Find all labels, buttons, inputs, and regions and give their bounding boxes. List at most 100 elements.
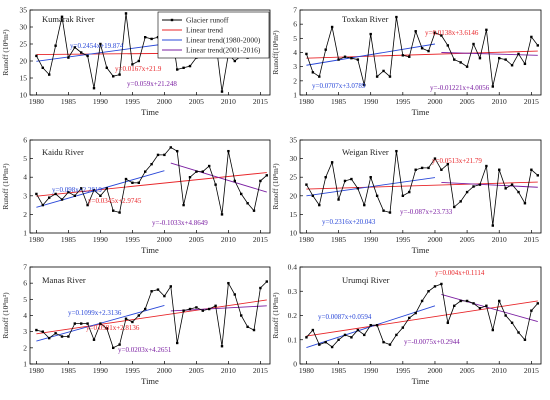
- data-point: [265, 280, 268, 283]
- data-point: [169, 285, 172, 288]
- legend-marker: [170, 18, 174, 22]
- data-point: [305, 336, 308, 339]
- x-tick-label: 1990: [93, 97, 108, 106]
- y-tick-label: 10: [290, 229, 298, 238]
- data-point: [369, 32, 372, 36]
- data-point: [144, 36, 147, 39]
- legend-label: Linear trend(1980-2000): [186, 36, 261, 45]
- data-point: [498, 168, 501, 171]
- data-point: [112, 346, 115, 350]
- data-point: [48, 336, 51, 340]
- data-point: [182, 66, 185, 69]
- y-tick-label: 5: [293, 34, 297, 43]
- trend-equation: y=0.0581x+2.8136: [86, 324, 140, 332]
- x-tick-label: 1985: [61, 97, 76, 106]
- data-point: [369, 324, 372, 327]
- data-point: [137, 59, 140, 63]
- data-point: [401, 54, 405, 57]
- trend-equation: y=-0.01221x+4.0056: [430, 84, 490, 92]
- data-point: [395, 15, 398, 19]
- series-line: [36, 146, 268, 215]
- data-point: [60, 15, 64, 18]
- data-point: [265, 174, 268, 177]
- y-tick-label: 30: [290, 154, 298, 163]
- trend-equation: y=-0.1033x+4.8649: [152, 219, 208, 227]
- data-point: [356, 187, 360, 190]
- x-tick-label: 2005: [189, 97, 204, 106]
- y-tick-label: 25: [20, 40, 28, 49]
- data-point: [427, 49, 430, 53]
- data-point: [188, 64, 192, 68]
- x-tick-label: 1990: [93, 366, 108, 375]
- x-axis-label: Time: [412, 245, 430, 255]
- y-tick-label: 4: [293, 48, 297, 57]
- trend-line: [306, 181, 538, 190]
- x-axis-label: Time: [412, 376, 430, 386]
- data-point: [498, 299, 501, 303]
- y-tick-label: 35: [290, 136, 298, 145]
- y-tick-label: 2: [23, 210, 27, 219]
- data-point: [343, 179, 347, 183]
- legend-label: Glacier runoff: [186, 16, 229, 25]
- x-tick-label: 1985: [61, 366, 76, 375]
- data-point: [48, 196, 51, 199]
- trend-equation: y=0.2316x+20.043: [322, 218, 376, 226]
- trend-equation: y=0.059x+21.248: [127, 80, 177, 88]
- data-point: [523, 62, 527, 66]
- x-tick-label: 1980: [299, 97, 314, 106]
- x-tick-label: 1990: [363, 97, 378, 106]
- x-tick-label: 2010: [492, 366, 507, 375]
- data-point: [201, 309, 204, 312]
- x-tick-label: 1980: [29, 97, 44, 106]
- panel-title: Urumqi River: [342, 275, 390, 285]
- data-point: [459, 61, 462, 64]
- y-tick-label: 1: [293, 91, 297, 100]
- data-point: [408, 190, 411, 194]
- data-point: [395, 333, 398, 337]
- data-point: [343, 55, 347, 58]
- data-point: [99, 194, 102, 197]
- data-point: [382, 209, 385, 212]
- data-point: [124, 317, 128, 320]
- x-tick-label: 2010: [492, 97, 507, 106]
- x-tick-label: 1980: [299, 235, 314, 244]
- trend-equation: y=0.0513x+21.79: [432, 157, 482, 165]
- x-tick-label: 2000: [157, 366, 172, 375]
- data-point: [324, 48, 327, 51]
- data-point: [150, 290, 153, 293]
- trend-line: [306, 305, 436, 348]
- data-point: [453, 58, 456, 61]
- trend-line: [441, 181, 538, 188]
- data-point: [375, 75, 379, 78]
- trend-line: [306, 177, 436, 197]
- y-tick-label: 2: [23, 343, 27, 352]
- data-point: [35, 54, 38, 58]
- x-axis-label: Time: [412, 107, 430, 117]
- data-point: [350, 177, 353, 181]
- x-tick-label: 2000: [157, 235, 172, 244]
- data-point: [176, 68, 179, 71]
- data-point: [208, 307, 211, 311]
- data-point: [375, 194, 379, 197]
- data-point: [491, 328, 494, 332]
- data-point: [517, 52, 520, 56]
- data-point: [35, 328, 38, 332]
- x-tick-label: 2005: [460, 366, 475, 375]
- trend-equation: y=0.004x+0.1114: [435, 269, 485, 277]
- y-tick-label: 20: [20, 57, 28, 66]
- x-tick-label: 1990: [93, 235, 108, 244]
- data-point: [188, 307, 192, 311]
- data-point: [144, 307, 147, 311]
- data-point: [54, 332, 57, 335]
- y-tick-label: 0.3: [288, 287, 298, 296]
- data-point: [337, 198, 340, 201]
- panel-5: 1 2 3 4 5 6 7 1980 1985 1990 1995 2000 2005 2010 2015 R…: [1, 263, 271, 386]
- data-point: [440, 282, 443, 286]
- y-tick-label: 3: [23, 327, 27, 336]
- data-point: [375, 324, 379, 327]
- data-point: [105, 66, 108, 69]
- data-point: [485, 164, 488, 168]
- data-point: [478, 307, 482, 310]
- y-tick-label: 25: [290, 173, 298, 182]
